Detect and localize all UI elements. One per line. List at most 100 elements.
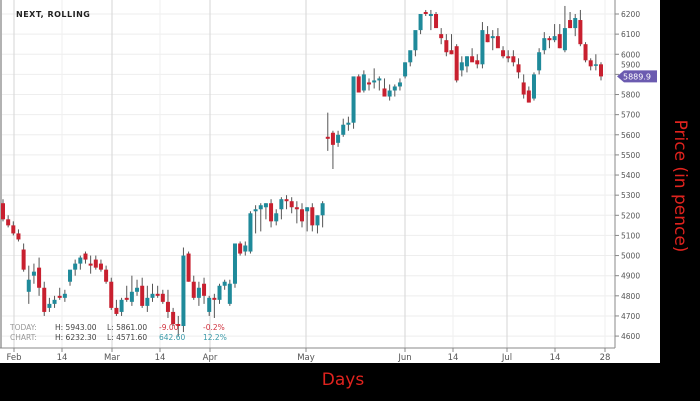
candle-up — [459, 62, 464, 71]
candle-up — [490, 36, 495, 39]
candle-down — [11, 225, 16, 234]
candle-down — [16, 233, 21, 240]
y-tick-label: 4800 — [621, 292, 640, 301]
candle-down — [140, 285, 145, 306]
y-tick-label: 5600 — [621, 131, 640, 140]
chart-title: NEXT, ROLLING — [16, 10, 91, 19]
x-tick-label: Jun — [397, 353, 411, 363]
candle-down — [284, 199, 289, 202]
candle-down — [114, 307, 119, 314]
candle-up — [145, 297, 150, 306]
candle-up — [263, 203, 268, 208]
y-tick-label: 4700 — [621, 312, 640, 321]
candle-down — [104, 269, 109, 282]
candle-down — [238, 243, 243, 254]
x-tick-label: 28 — [600, 353, 611, 363]
candle-up — [351, 76, 356, 123]
candle-up — [52, 299, 57, 304]
candle-down — [449, 50, 454, 55]
candle-down — [526, 90, 531, 103]
candle-down — [191, 281, 196, 298]
chart-panel: 4600 4700 4800 4900 5000 5100 5200 5300 5400 5500… — [0, 0, 660, 363]
candle-up — [413, 30, 418, 51]
candle-up — [31, 271, 36, 276]
candle-up — [320, 203, 325, 216]
y-tick-label: 4900 — [621, 272, 640, 281]
y-tick-label: 5000 — [621, 252, 640, 261]
candle-down — [506, 56, 511, 59]
y-tick-label: 4600 — [621, 332, 640, 341]
candle-down — [367, 82, 372, 85]
candle-down — [109, 281, 114, 308]
candle-up — [387, 90, 392, 97]
x-tick-label: 14 — [155, 353, 166, 363]
candle-down — [325, 136, 330, 139]
y-tick-label: 5900 — [621, 60, 640, 69]
candle-down — [294, 207, 299, 210]
candle-up — [531, 74, 536, 99]
candle-down — [511, 56, 516, 63]
y-tick-label: 6100 — [621, 30, 640, 39]
candle-up — [196, 287, 201, 298]
last-price-label: 5889.9 — [623, 72, 651, 81]
candle-up — [227, 283, 232, 304]
candle-up — [279, 199, 284, 210]
candle-down — [202, 283, 207, 296]
candle-up — [62, 293, 67, 298]
y-tick-label: 5100 — [621, 231, 640, 240]
candle-up — [135, 287, 140, 292]
candle-down — [160, 293, 165, 302]
candle-down — [568, 20, 573, 29]
candle-down — [583, 44, 588, 61]
candle-up — [222, 281, 227, 286]
x-tick-label: Feb — [6, 353, 21, 363]
candle-up — [305, 207, 310, 212]
candle-down — [176, 324, 181, 327]
y-tick-label: 5500 — [621, 151, 640, 160]
candle-up — [408, 50, 413, 63]
candle-up — [315, 215, 320, 226]
candle-up — [480, 30, 485, 65]
candle-down — [37, 267, 42, 288]
candle-up — [542, 38, 547, 51]
candle-up — [593, 64, 598, 66]
candle-down — [186, 253, 191, 282]
candle-up — [73, 263, 78, 270]
candle-up — [552, 36, 557, 41]
candle-up — [392, 86, 397, 91]
candle-down — [588, 60, 593, 67]
today-change-pct: -0.2% — [203, 323, 225, 332]
candle-down — [155, 293, 160, 296]
candle-down — [521, 82, 526, 95]
candle-up — [573, 18, 578, 29]
candle-up — [26, 279, 31, 292]
x-tick-label: 14 — [448, 353, 459, 363]
candle-up — [258, 205, 263, 210]
candle-down — [485, 34, 490, 43]
today-low: L: 5861.00 — [107, 323, 148, 332]
chart-label: CHART: — [10, 333, 37, 342]
candle-up — [181, 255, 186, 327]
candle-up — [207, 297, 212, 312]
y-tick-label: 5800 — [621, 91, 640, 100]
candle-down — [98, 263, 103, 270]
candle-up — [397, 82, 402, 87]
candle-down — [423, 11, 428, 14]
candle-down — [557, 34, 562, 49]
candle-down — [578, 20, 583, 45]
candle-down — [330, 132, 335, 145]
y-tick-label: 5200 — [621, 211, 640, 220]
candle-up — [418, 14, 423, 31]
candle-down — [83, 253, 88, 260]
chart-change-pct: 12.2% — [203, 333, 227, 342]
candle-down — [6, 219, 11, 226]
candle-up — [68, 269, 73, 282]
y-tick-label: 5700 — [621, 111, 640, 120]
candle-down — [57, 295, 62, 298]
candle-down — [444, 40, 449, 53]
candle-down — [382, 88, 387, 97]
today-change: -9.00 — [159, 323, 179, 332]
candlestick-chart[interactable]: 4600 4700 4800 4900 5000 5100 5200 5300 5400 5500… — [0, 0, 660, 363]
candle-up — [47, 303, 52, 308]
candle-up — [372, 80, 377, 83]
